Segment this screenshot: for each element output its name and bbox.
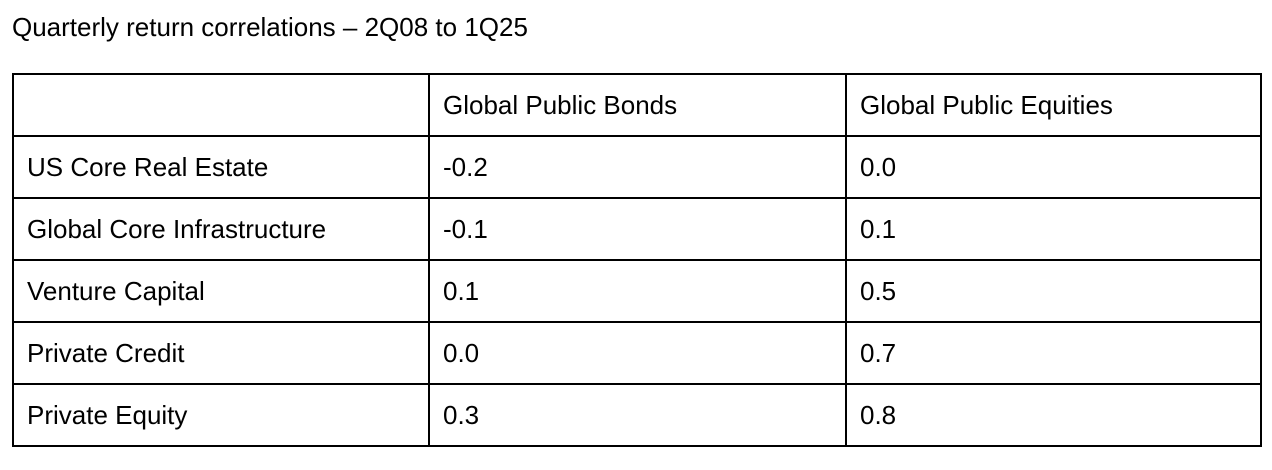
table-body: Global Public Bonds Global Public Equitie… [12, 73, 1262, 447]
value-cell: 0.8 [845, 383, 1262, 447]
title: Quarterly return correlations – 2Q08 to … [12, 12, 528, 42]
row-label: Private Credit [12, 321, 430, 385]
value-cell: 0.0 [845, 135, 1262, 199]
data-row: Venture Capital 0.1 0.5 [12, 259, 1262, 323]
header-cell: Global Public Equities [845, 73, 1262, 137]
data-row: US Core Real Estate -0.2 0.0 [12, 135, 1262, 199]
data-row: Private Equity 0.3 0.8 [12, 383, 1262, 447]
value-cell: 0.1 [428, 259, 847, 323]
value-cell: 0.3 [428, 383, 847, 447]
data-row: Private Credit 0.0 0.7 [12, 321, 1262, 385]
header-row: Global Public Bonds Global Public Equitie… [12, 73, 1262, 137]
value-cell: 0.0 [428, 321, 847, 385]
data-row: Global Core Infrastructure -0.1 0.1 [12, 197, 1262, 261]
row-label: Venture Capital [12, 259, 430, 323]
value-cell: -0.1 [428, 197, 847, 261]
header-cell: Global Public Bonds [428, 73, 847, 137]
row-label: Global Core Infrastructure [12, 197, 430, 261]
value-cell: 0.1 [845, 197, 1262, 261]
correlation-table: Global Public Bonds Global Public Equitie… [12, 73, 1262, 447]
value-cell: 0.7 [845, 321, 1262, 385]
value-cell: 0.5 [845, 259, 1262, 323]
header-cell [12, 73, 430, 137]
row-label: Private Equity [12, 383, 430, 447]
value-cell: -0.2 [428, 135, 847, 199]
row-label: US Core Real Estate [12, 135, 430, 199]
